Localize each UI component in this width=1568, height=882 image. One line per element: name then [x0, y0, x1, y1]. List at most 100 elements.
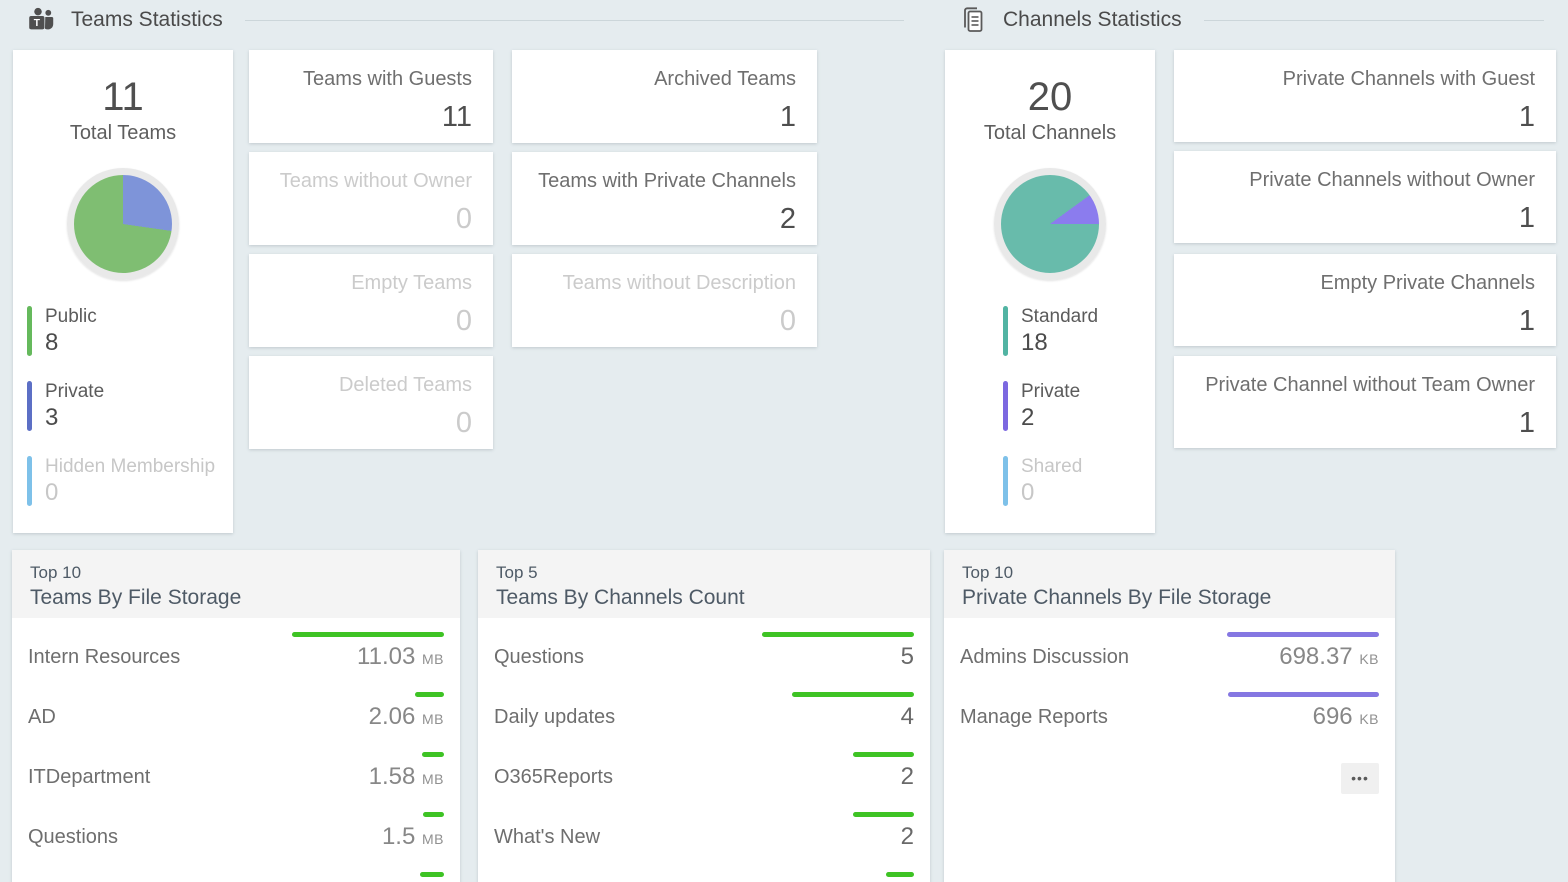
total-teams-value: 11 [102, 75, 144, 119]
stat-value: 11 [441, 101, 472, 133]
item-value: 1.5 MB [381, 823, 444, 850]
value-bar [1228, 692, 1379, 697]
teams-statistics-header: T Teams Statistics [26, 1, 908, 39]
card-header: Top 5 Teams By Channels Count [478, 550, 930, 618]
item-label: AD [28, 706, 56, 728]
legend-item-public[interactable]: Public 8 [27, 306, 233, 357]
card-header: Top 10 Teams By File Storage [12, 550, 460, 618]
list-item: What's New 2 [494, 798, 914, 858]
stat-value: 2 [779, 203, 796, 235]
teams-by-channels-count-card[interactable]: Top 5 Teams By Channels Count Questions … [478, 550, 930, 882]
stat-label: Teams with Private Channels [538, 170, 796, 192]
stat-card-teams-without-owner[interactable]: Teams without Owner 0 [249, 152, 493, 245]
item-label: What's New [494, 826, 601, 848]
value-bar [1227, 632, 1379, 637]
item-value: 5 [900, 643, 914, 670]
stat-card-teams-with-private-channels[interactable]: Teams with Private Channels 2 [512, 152, 817, 245]
legend-item-shared[interactable]: Shared 0 [1003, 456, 1155, 507]
stat-value: 1 [1518, 101, 1535, 133]
value-bar [420, 872, 444, 877]
value-bar [886, 872, 914, 877]
stat-card-empty-teams[interactable]: Empty Teams 0 [249, 254, 493, 347]
card-header: Top 10 Private Channels By File Storage [944, 550, 1395, 618]
legend-item-private[interactable]: Private 2 [1003, 381, 1155, 432]
channels-statistics-header: Channels Statistics [958, 1, 1548, 39]
stat-card-empty-private-channels[interactable]: Empty Private Channels 1 [1174, 254, 1556, 346]
item-label: Intern Resources [28, 646, 181, 668]
stat-label: Private Channels with Guest [1282, 68, 1535, 90]
legend-swatch [27, 456, 32, 507]
stat-card-archived-teams[interactable]: Archived Teams 1 [512, 50, 817, 143]
total-channels-value: 20 [1027, 75, 1073, 119]
divider [244, 19, 904, 21]
item-label: O365Reports [494, 766, 613, 788]
value-bar [792, 692, 914, 697]
channels-pie-chart[interactable] [994, 168, 1106, 280]
stat-value: 0 [779, 305, 796, 337]
legend-label: Public [45, 306, 97, 327]
stat-card-private-channels-without-owner[interactable]: Private Channels without Owner 1 [1174, 151, 1556, 243]
legend-swatch [1003, 306, 1008, 357]
value-bar [422, 752, 444, 757]
stat-card-teams-with-guests[interactable]: Teams with Guests 11 [249, 50, 493, 143]
legend-item-private[interactable]: Private 3 [27, 381, 233, 432]
legend-label: Standard [1021, 306, 1099, 327]
item-value: 1.58 MB [368, 763, 444, 790]
legend-label: Private [1021, 381, 1081, 403]
legend-item-hidden-membership[interactable]: Hidden Membership 0 [27, 456, 233, 507]
item-label: Manage Reports [960, 706, 1108, 728]
teams-pie-chart[interactable] [67, 168, 179, 280]
total-channels-label: Total Channels [983, 122, 1117, 144]
stat-card-private-channel-without-team-owner[interactable]: Private Channel without Team Owner 1 [1174, 356, 1556, 448]
stat-label: Private Channel without Team Owner [1205, 374, 1535, 396]
total-channels-card[interactable]: 20 Total Channels Standard 18 Private 2 [945, 50, 1155, 533]
legend-item-standard[interactable]: Standard 18 [1003, 306, 1155, 357]
channels-icon [958, 5, 988, 35]
legend-value: 3 [45, 403, 59, 431]
value-bar [762, 632, 914, 637]
stat-label: Private Channels without Owner [1249, 169, 1535, 191]
item-value: 2 [900, 763, 914, 790]
card-title: Teams By File Storage [30, 586, 242, 609]
svg-text:T: T [34, 18, 41, 29]
list-item: Questions 1.5 MB [28, 798, 444, 858]
legend-swatch [27, 306, 32, 357]
value-bar [423, 812, 444, 817]
list-item: Manage Reports 696 KB [960, 678, 1379, 738]
item-label: Questions [494, 646, 585, 668]
private-channels-by-file-storage-card[interactable]: Top 10 Private Channels By File Storage … [944, 550, 1395, 882]
item-value: 2.06 MB [368, 703, 444, 730]
item-label: Questions [28, 826, 119, 848]
legend-swatch [1003, 456, 1008, 507]
item-label: Daily updates [494, 706, 616, 728]
stat-value: 1 [1518, 305, 1535, 337]
list-item: Daily updates 4 [494, 678, 914, 738]
legend-swatch [27, 381, 32, 432]
stat-label: Empty Private Channels [1320, 272, 1535, 294]
legend-label: Shared [1021, 456, 1083, 478]
stat-card-deleted-teams[interactable]: Deleted Teams 0 [249, 356, 493, 449]
stat-value: 1 [779, 101, 796, 133]
card-subtitle: Top 10 [30, 563, 82, 582]
stat-label: Archived Teams [654, 68, 796, 90]
section-title: Teams Statistics [71, 8, 223, 31]
item-value: 11.03 MB [357, 643, 444, 670]
teams-by-file-storage-card[interactable]: Top 10 Teams By File Storage Intern Reso… [12, 550, 460, 882]
stat-card-teams-without-description[interactable]: Teams without Description 0 [512, 254, 817, 347]
legend-label: Hidden Membership [45, 456, 216, 478]
legend-value: 2 [1021, 403, 1035, 431]
legend-value: 18 [1021, 328, 1048, 356]
total-teams-label: Total Teams [69, 122, 177, 144]
more-options-button[interactable]: ••• [1341, 763, 1379, 794]
list-item-partial [28, 858, 444, 882]
legend-value: 0 [1021, 479, 1035, 507]
channels-legend: Standard 18 Private 2 Shared 0 [945, 306, 1155, 507]
stat-value: 0 [455, 203, 472, 235]
stat-card-private-channels-with-guest[interactable]: Private Channels with Guest 1 [1174, 50, 1556, 142]
list-item: Intern Resources 11.03 MB [28, 618, 444, 678]
total-teams-card[interactable]: 11 Total Teams Public 8 Private 3 [13, 50, 233, 533]
stat-value: 0 [455, 407, 472, 439]
teams-legend: Public 8 Private 3 Hidden Membership 0 [13, 306, 233, 507]
value-bar [415, 692, 444, 697]
